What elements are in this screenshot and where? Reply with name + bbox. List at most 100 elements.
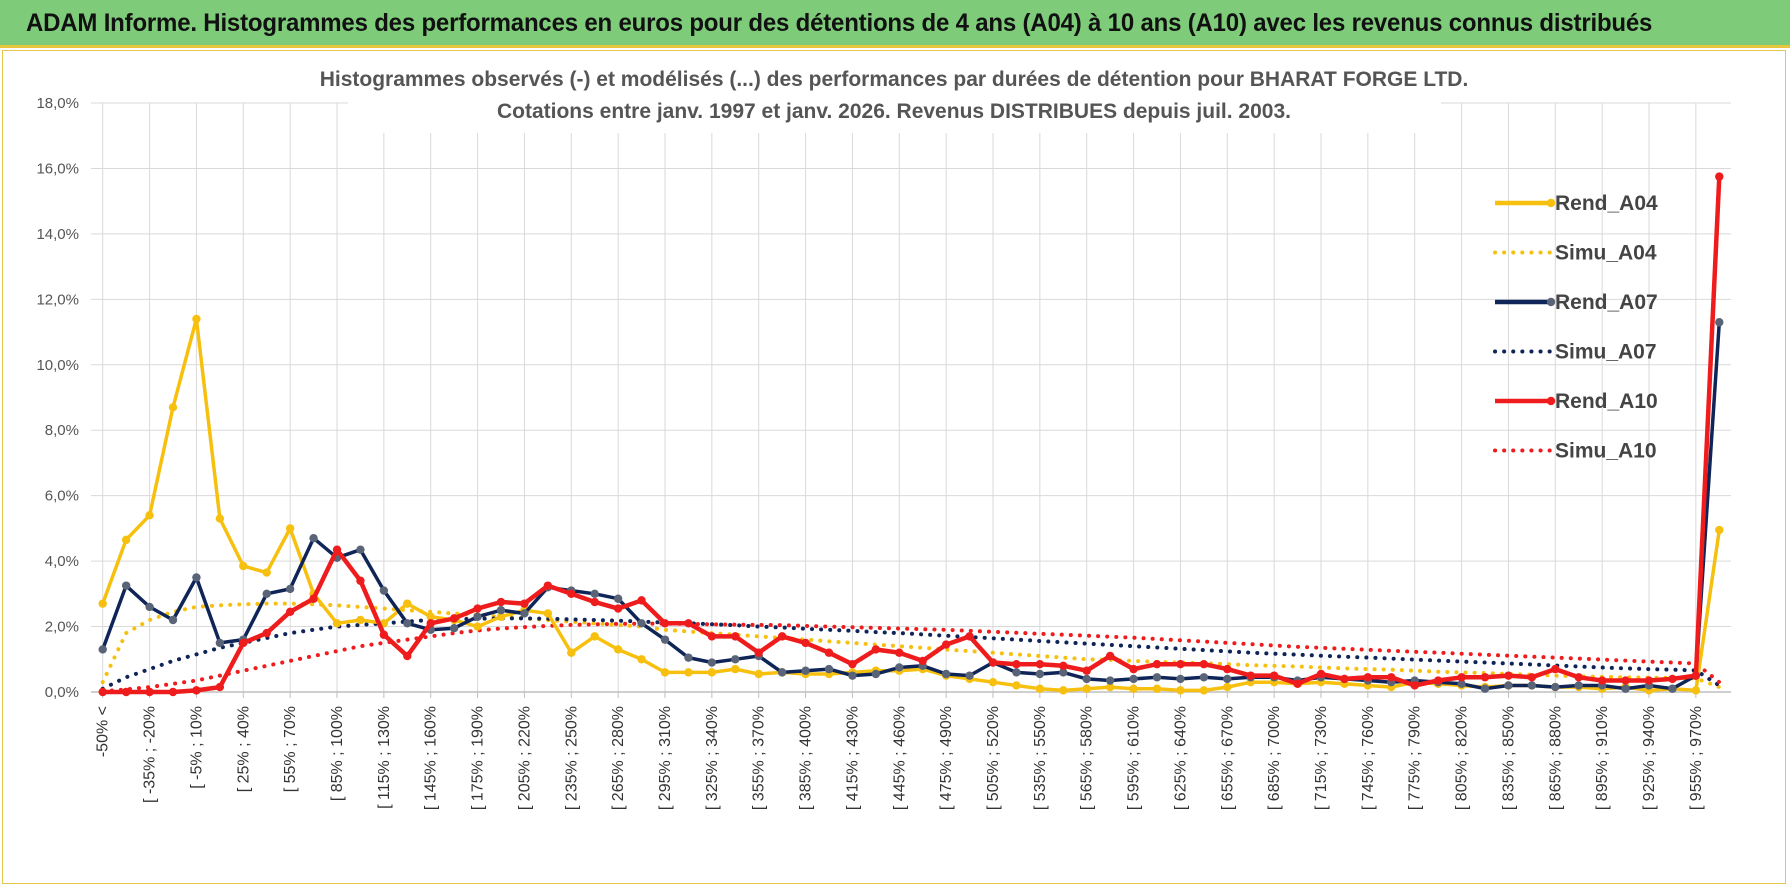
data-point-Rend_A10 — [1691, 671, 1701, 680]
data-point-Rend_A10 — [1082, 666, 1091, 675]
legend-item-Rend_A10: Rend_A10 — [1495, 390, 1658, 413]
data-point-Rend_A10 — [1152, 659, 1162, 669]
data-point-Rend_A10 — [239, 638, 248, 648]
data-point-Rend_A07 — [473, 612, 482, 621]
y-tick-label: 18,0% — [36, 95, 79, 112]
data-point-Rend_A07 — [145, 602, 154, 612]
x-tick-label: [ 55% ; 70% — [282, 706, 299, 792]
x-tick-label: [ 745% ; 760% — [1360, 706, 1377, 810]
data-point-Rend_A10 — [941, 640, 951, 649]
data-point-Rend_A04 — [1223, 682, 1232, 692]
data-point-Rend_A10 — [1035, 659, 1045, 669]
legend-item-Simu_A07: Simu_A07 — [1493, 341, 1657, 364]
data-point-Rend_A04 — [1059, 686, 1068, 695]
data-point-Rend_A07 — [1457, 679, 1466, 689]
data-point-Rend_A10 — [731, 632, 740, 641]
x-tick-label: [ 805% ; 820% — [1454, 706, 1471, 810]
data-point-Rend_A10 — [496, 597, 506, 607]
x-tick-label: [ 865% ; 880% — [1547, 706, 1564, 810]
legend-label: Simu_A04 — [1555, 242, 1657, 265]
chart-title: Histogrammes observés (-) et modélisés (… — [320, 68, 1469, 91]
x-tick-label: [ 265% ; 280% — [610, 706, 627, 810]
data-point-Rend_A07 — [613, 594, 623, 603]
series-line-Rend_A10 — [102, 176, 1722, 695]
legend-label: Simu_A10 — [1555, 440, 1657, 463]
data-point-Rend_A10 — [1574, 673, 1583, 682]
data-point-Rend_A10 — [895, 648, 904, 657]
data-point-Rend_A07 — [403, 619, 412, 628]
data-point-Rend_A10 — [590, 597, 599, 607]
y-tick-label: 12,0% — [36, 291, 79, 308]
data-point-Rend_A07 — [637, 619, 646, 628]
data-point-Rend_A10 — [332, 545, 342, 554]
x-tick-label: [ 685% ; 700% — [1266, 706, 1283, 810]
data-point-Rend_A10 — [121, 687, 131, 697]
data-point-Rend_A04 — [1199, 686, 1209, 695]
data-point-Rend_A07 — [1152, 673, 1162, 682]
legend: Rend_A04 Simu_A04 Rend_A07 Simu_A07 Rend_A10… — [1493, 192, 1658, 463]
data-point-Rend_A10 — [1504, 671, 1513, 680]
data-point-Rend_A07 — [590, 589, 599, 599]
data-point-Rend_A10 — [707, 632, 717, 641]
x-tick-label: [ 145% ; 160% — [423, 706, 440, 810]
y-tick-label: 16,0% — [36, 160, 79, 177]
data-point-Rend_A10 — [1551, 664, 1560, 674]
data-point-Rend_A10 — [801, 638, 810, 648]
data-point-Rend_A10 — [168, 687, 178, 697]
data-point-Rend_A10 — [1059, 661, 1068, 671]
data-point-Rend_A04 — [403, 599, 412, 608]
x-tick-label: [ 295% ; 310% — [657, 706, 674, 810]
data-point-Rend_A10 — [1316, 669, 1326, 679]
data-point-Rend_A10 — [754, 648, 763, 657]
data-point-Rend_A07 — [309, 534, 318, 543]
data-point-Rend_A10 — [426, 619, 435, 628]
data-point-Rend_A04 — [988, 677, 998, 687]
x-tick-label: [ 385% ; 400% — [798, 706, 815, 810]
x-tick-label: [ 895% ; 910% — [1594, 706, 1611, 810]
y-tick-label: 6,0% — [45, 488, 79, 505]
data-point-Rend_A10 — [613, 604, 623, 613]
x-tick-label: [ 565% ; 580% — [1079, 706, 1096, 810]
data-point-Rend_A10 — [1527, 673, 1537, 682]
data-point-Rend_A04 — [637, 655, 646, 664]
data-point-Rend_A07 — [192, 573, 201, 582]
data-point-Rend_A07 — [1715, 318, 1724, 327]
data-point-Rend_A07 — [707, 658, 717, 667]
data-point-Rend_A04 — [731, 664, 740, 674]
y-tick-label: 8,0% — [45, 422, 79, 439]
header-title: ADAM Informe. Histogrammes des performan… — [26, 9, 1653, 37]
data-point-Rend_A10 — [824, 648, 834, 657]
data-point-Rend_A10 — [1129, 664, 1138, 674]
x-tick-label: [ 355% ; 370% — [751, 706, 768, 810]
data-point-Rend_A10 — [637, 596, 646, 605]
x-tick-label: [ 715% ; 730% — [1313, 706, 1330, 810]
chart-title-background — [348, 57, 1441, 133]
legend-marker — [1546, 297, 1556, 307]
legend-marker — [1546, 198, 1556, 208]
data-point-Rend_A07 — [731, 655, 740, 664]
data-point-Rend_A10 — [660, 619, 670, 628]
data-point-Rend_A10 — [1176, 659, 1185, 669]
data-point-Rend_A07 — [941, 669, 951, 679]
series-Rend_A07 — [98, 318, 1724, 693]
data-point-Rend_A10 — [848, 659, 857, 669]
data-point-Rend_A10 — [192, 686, 201, 695]
data-point-Rend_A07 — [1105, 676, 1115, 685]
legend-label: Rend_A07 — [1555, 291, 1658, 314]
data-point-Rend_A07 — [1668, 684, 1677, 693]
x-tick-label: [ 595% ; 610% — [1126, 706, 1143, 810]
data-point-Rend_A07 — [1199, 673, 1209, 682]
data-point-Rend_A07 — [965, 671, 974, 680]
x-tick-label: [ 325% ; 340% — [704, 706, 721, 810]
data-point-Rend_A04 — [1691, 686, 1701, 695]
y-tick-label: 14,0% — [36, 226, 79, 243]
chart-subtitle: Cotations entre janv. 1997 et janv. 2026… — [497, 100, 1291, 123]
x-tick-label: [ 175% ; 190% — [470, 706, 487, 810]
y-tick-label: 0,0% — [45, 684, 79, 701]
data-point-Rend_A07 — [824, 664, 834, 674]
series-line-Rend_A07 — [101, 322, 1722, 691]
legend-label: Rend_A10 — [1555, 390, 1658, 413]
y-axis-ticks: 0,0% 2,0% 4,0% 6,0% 8,0% 10,0% 12,0% 14,0% 16,0%… — [36, 95, 79, 701]
data-point-Rend_A10 — [473, 604, 482, 613]
x-tick-label: [ 925% ; 940% — [1641, 706, 1658, 810]
